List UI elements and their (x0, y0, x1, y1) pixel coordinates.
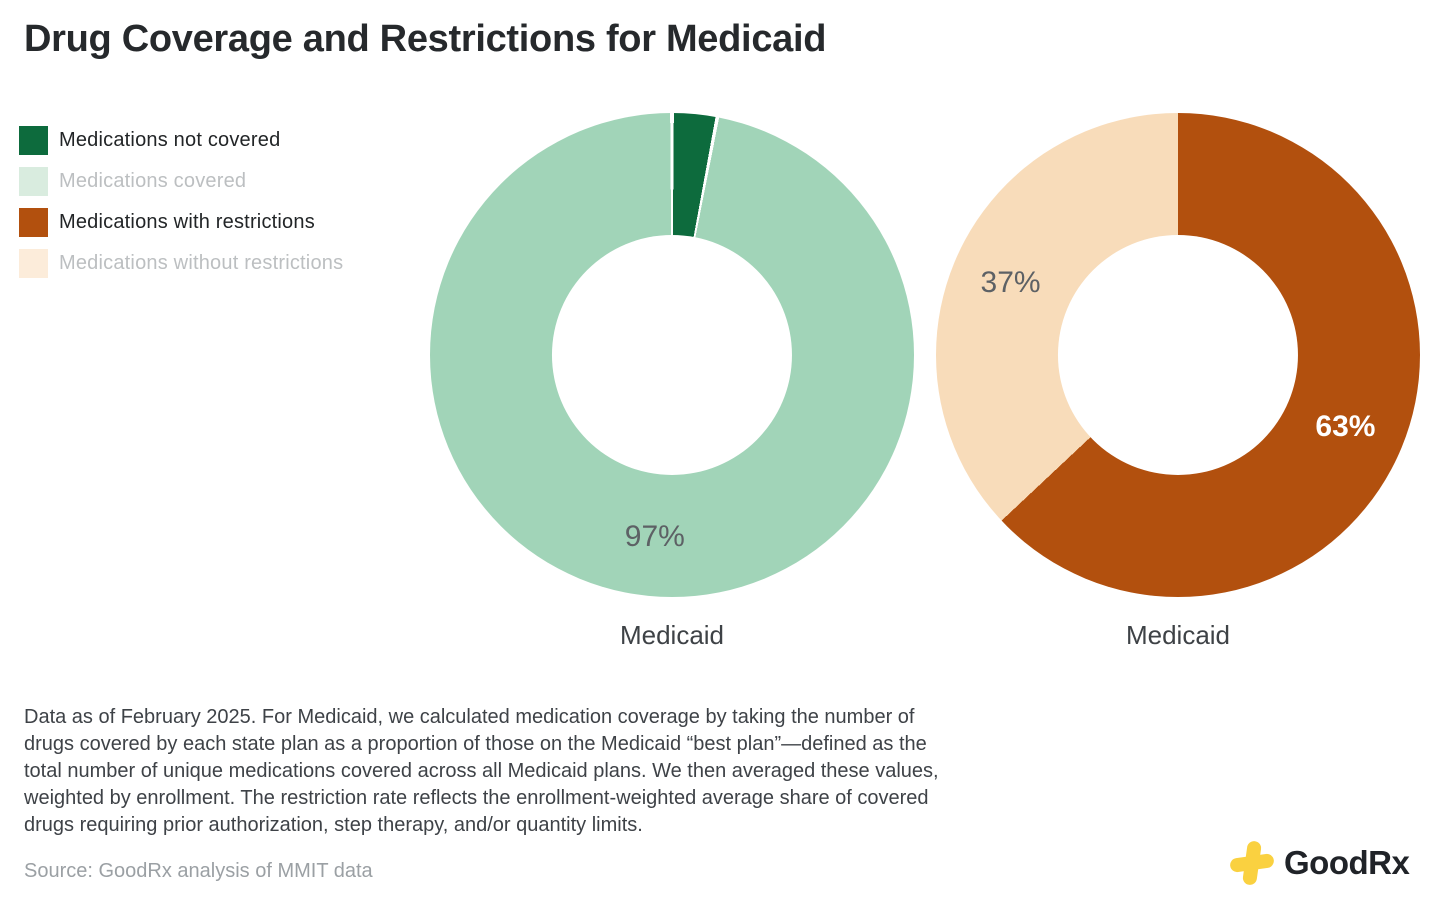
footnote-line: weighted by enrollment. The restriction … (24, 787, 929, 809)
legend-item-label: Medications not covered (59, 129, 281, 151)
donut-chart-coverage: 97% Medicaid (430, 113, 914, 651)
donut-category-label: Medicaid (1125, 620, 1231, 650)
legend-item-0[interactable]: Medications not covered (19, 126, 343, 155)
footnote-line: drugs covered by each state plan as a pr… (24, 733, 927, 755)
slice-percent-label: 37% (980, 265, 1041, 299)
goodrx-logo: GoodRx (1228, 838, 1410, 888)
legend-item-label: Medications without restrictions (59, 252, 344, 274)
donut-ring: 63% 37% (936, 113, 1420, 597)
footnote-line: drugs requiring prior authorization, ste… (24, 814, 643, 836)
legend-swatch-icon (19, 249, 48, 278)
footnote-line: total number of unique medications cover… (24, 760, 939, 782)
donut-chart-restrictions: 63% 37% Medicaid (936, 113, 1420, 651)
goodrx-cross-icon (1230, 841, 1274, 885)
legend-swatch-icon (19, 126, 48, 155)
legend-swatch-icon (19, 208, 48, 237)
legend-item-label: Medications with restrictions (59, 211, 315, 233)
footnote-line: Data as of February 2025. For Medicaid, … (24, 706, 915, 728)
legend: Medications not covered Medications cover… (19, 126, 343, 290)
slice-percent-label: 63% (1315, 410, 1376, 444)
goodrx-logo-text: GoodRx (1284, 844, 1410, 881)
donut-hole (551, 234, 793, 476)
donut-ring: 97% (430, 113, 914, 597)
legend-item-1[interactable]: Medications covered (19, 167, 343, 196)
chart-title: Drug Coverage and Restrictions for Medic… (24, 18, 827, 60)
legend-item-2[interactable]: Medications with restrictions (19, 208, 343, 237)
source-text: Source: GoodRx analysis of MMIT data (24, 860, 373, 882)
legend-item-label: Medications covered (59, 170, 247, 192)
donut-category-label: Medicaid (619, 620, 725, 650)
slice-percent-label: 97% (624, 519, 685, 553)
footnote: Data as of February 2025. For Medicaid, … (24, 704, 939, 839)
legend-swatch-icon (19, 167, 48, 196)
legend-item-3[interactable]: Medications without restrictions (19, 249, 343, 278)
donut-hole (1057, 234, 1299, 476)
